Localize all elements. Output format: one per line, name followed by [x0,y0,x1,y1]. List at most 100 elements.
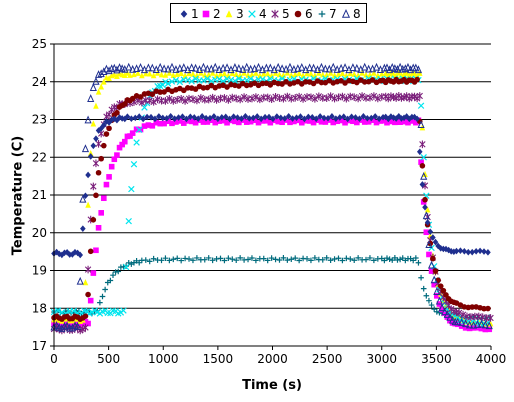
data-point [319,257,326,263]
data-point [458,318,466,326]
data-point [150,72,157,79]
data-point [247,64,255,73]
data-point [125,62,133,71]
data-point [247,75,254,82]
data-point [233,70,240,77]
data-point [424,206,431,213]
data-point [248,94,256,103]
legend-label: 1 [191,7,199,21]
data-point [101,121,107,129]
legend-marker-icon [271,9,279,19]
data-point [384,255,390,261]
y-tick-label: 20 [32,226,47,240]
data-point [458,323,465,329]
data-point [292,255,299,261]
data-point [114,72,120,79]
data-point [304,256,310,262]
data-point [129,64,137,73]
legend-marker-icon [294,10,302,18]
axes: 17 18 19 20 21 22 23 24 25 0 500 1000 1500 2000 2500 30… [32,37,507,366]
data-point [242,113,249,120]
data-point [70,307,77,315]
data-point [301,115,308,123]
data-point [93,135,99,142]
data-point [270,115,276,123]
data-point [430,234,436,241]
data-point [111,156,118,163]
data-point [128,115,135,122]
data-point [423,292,430,299]
data-point [245,256,251,263]
data-point [226,115,233,123]
data-point [110,272,116,278]
data-point [165,118,171,125]
data-point [427,260,436,269]
data-point [420,172,428,180]
data-point [184,118,191,124]
data-point [334,118,340,125]
data-point [289,115,296,122]
data-point [89,83,97,91]
x-tick-label: 1000 [148,352,179,366]
data-point [308,70,314,77]
data-point [443,310,451,318]
data-point [416,92,423,100]
data-point [264,70,271,77]
data-point [434,293,440,299]
data-point [341,63,349,71]
data-point [121,71,128,79]
data-point [259,76,266,83]
data-point [234,114,241,121]
data-point [280,255,287,261]
data-point [81,144,90,153]
data-point [125,217,132,225]
y-tick-label: 23 [32,113,47,127]
data-point [178,257,184,264]
data-point [170,97,177,105]
data-point [401,64,409,73]
data-point [90,120,97,127]
data-point [166,69,173,76]
data-point [85,320,91,327]
data-point [238,115,245,122]
data-point [56,250,63,258]
data-point [344,115,351,123]
data-point [435,242,441,250]
data-point [103,181,110,188]
data-point [430,255,436,262]
data-point [158,71,165,78]
data-point [461,247,468,255]
data-point [87,248,94,255]
data-point [184,76,191,84]
data-point [422,203,428,211]
data-point [349,63,357,71]
data-point [101,142,107,149]
data-point [205,95,212,104]
data-point [135,69,141,76]
data-point [63,321,71,330]
data-point [364,114,371,122]
data-point [296,69,302,76]
data-point [469,304,476,310]
data-point [267,119,274,126]
data-point [157,120,163,127]
data-point [279,119,285,126]
data-point [487,320,494,327]
data-point [154,83,161,90]
data-point [318,119,325,125]
data-point [466,325,473,332]
x-tick-label: 2000 [257,352,288,366]
data-point [286,62,294,71]
data-point [169,120,175,127]
data-point [435,296,444,305]
data-point [200,119,207,125]
data-point [372,62,381,71]
data-point [129,130,136,136]
y-tick-label: 18 [32,301,47,315]
data-point [481,248,487,255]
data-point [95,169,102,176]
data-point [72,248,78,256]
data-point [201,71,208,78]
data-point [64,249,70,256]
data-point [79,194,87,203]
